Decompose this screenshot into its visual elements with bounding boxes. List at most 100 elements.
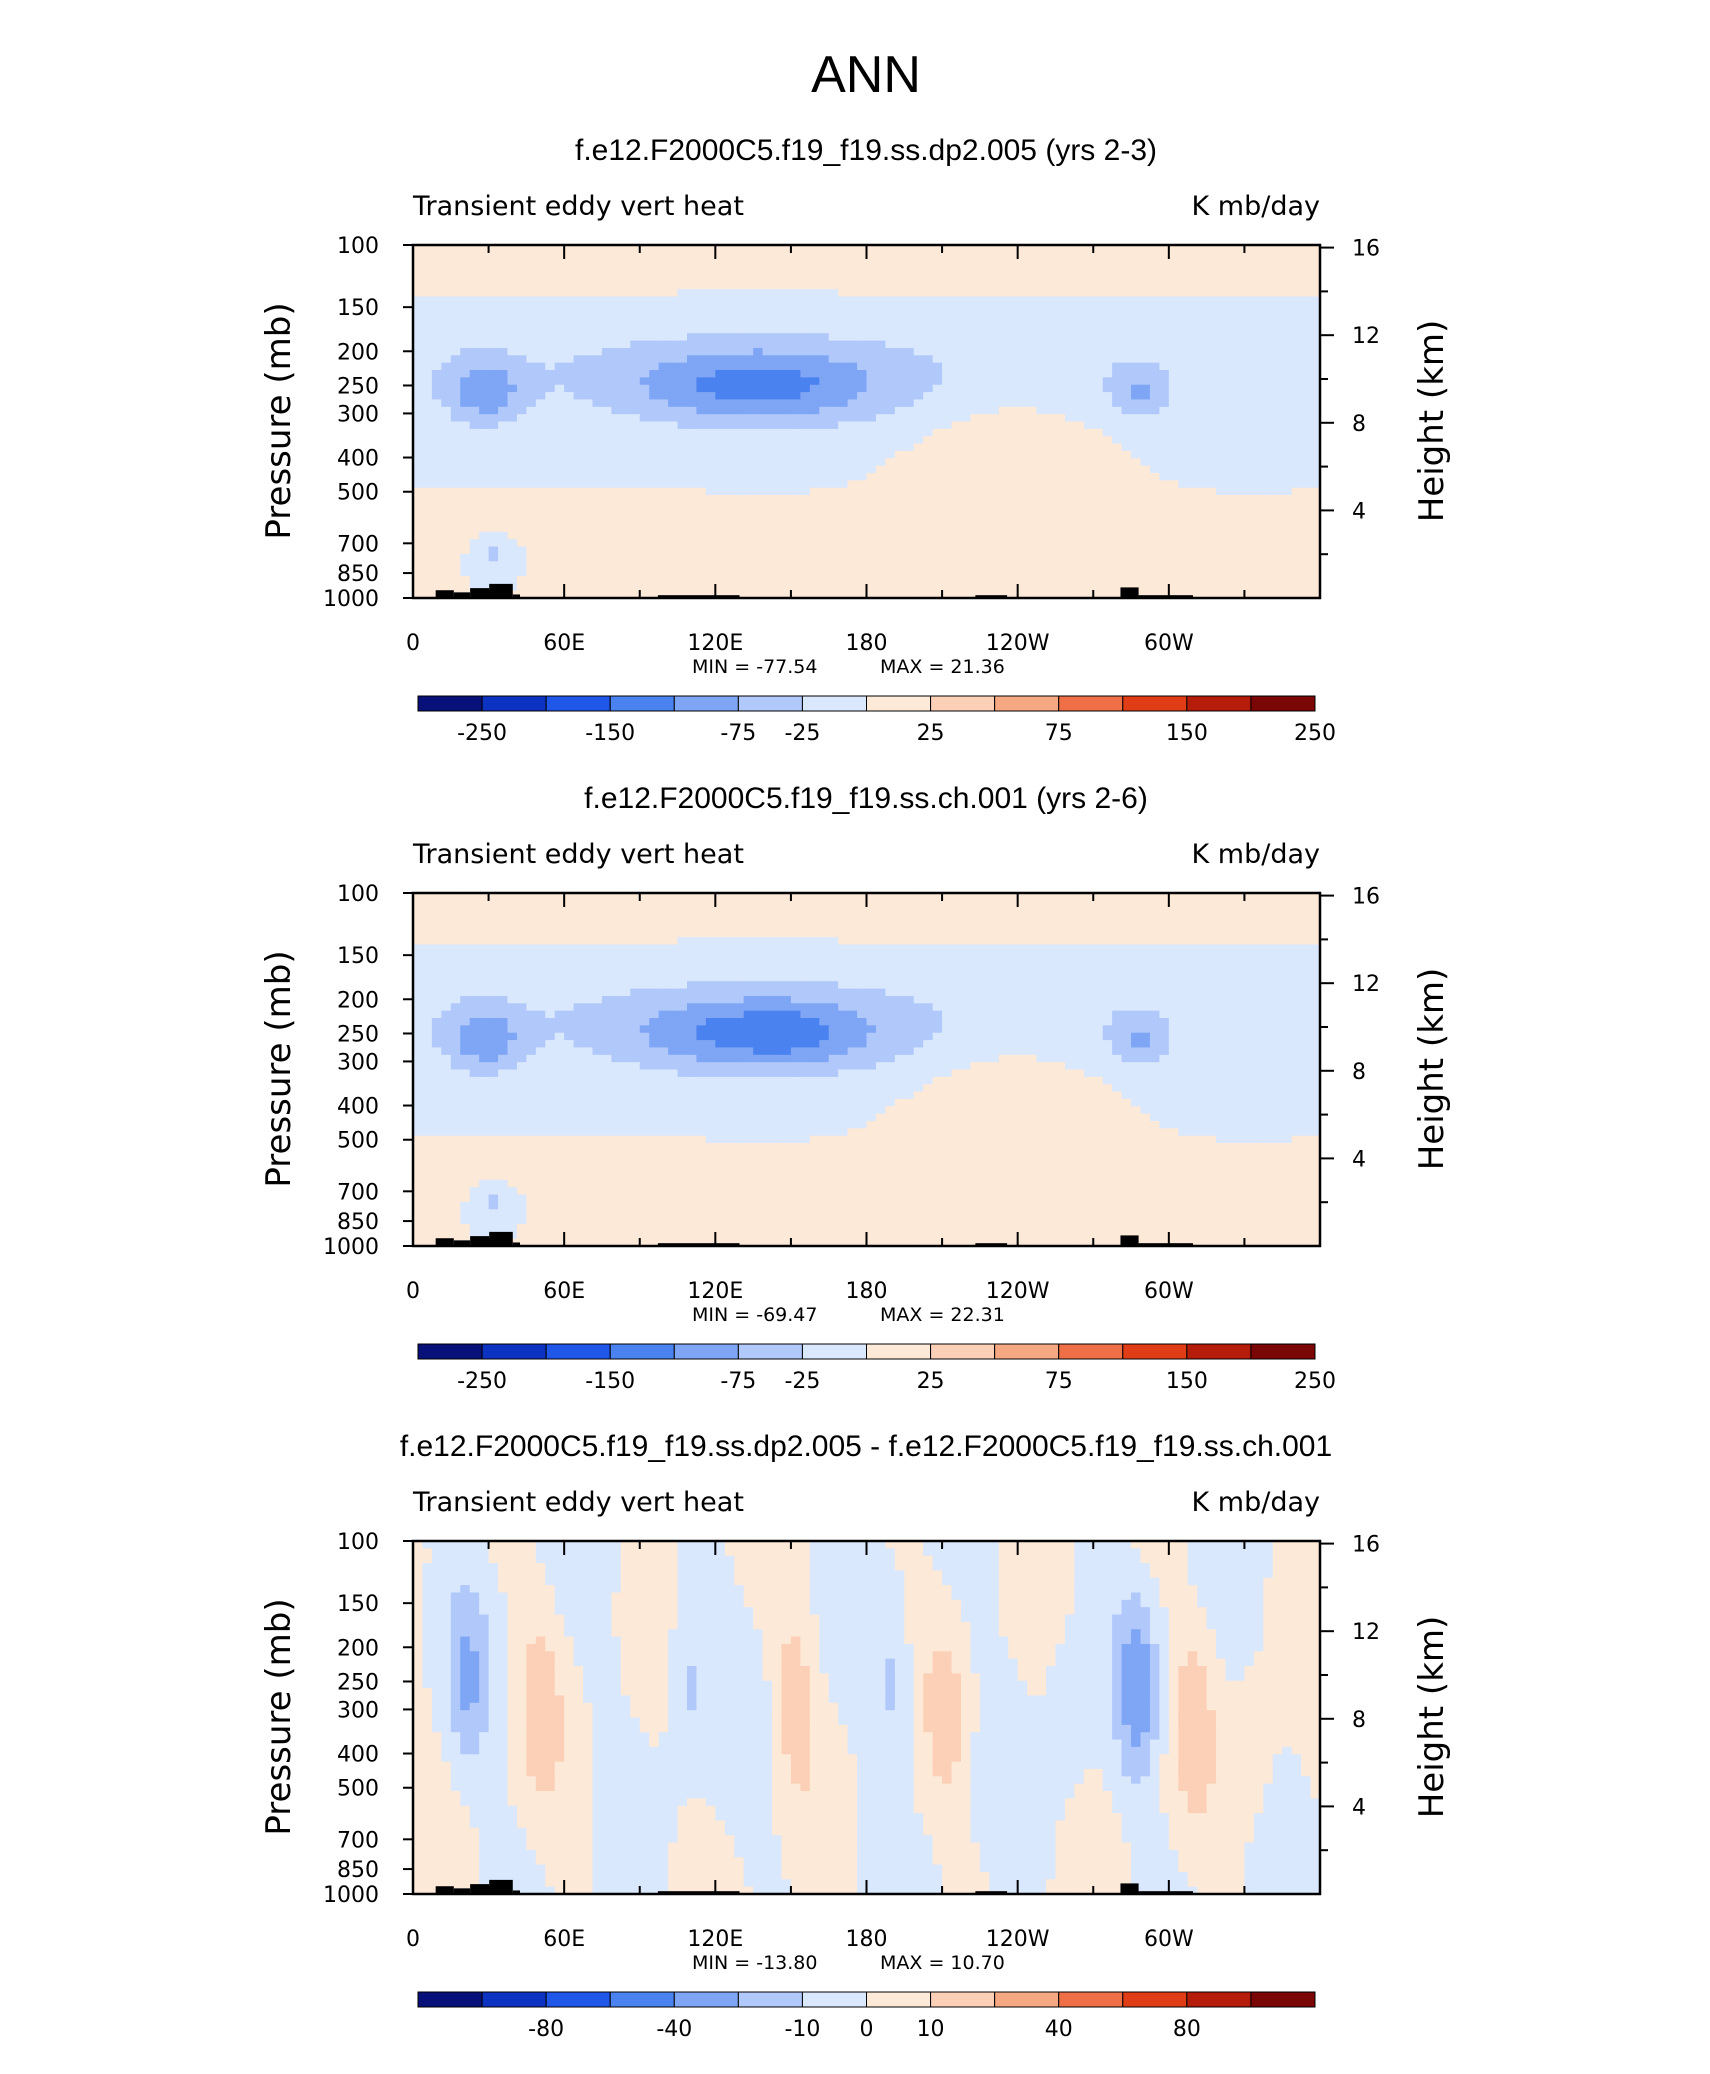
contour-cell <box>875 259 886 268</box>
contour-cell <box>1036 347 1047 356</box>
contour-cell <box>1036 399 1047 408</box>
contour-cell <box>1093 465 1104 474</box>
contour-cell <box>592 893 603 901</box>
contour-cell <box>762 303 773 312</box>
contour-cell <box>724 311 735 320</box>
contour-cell <box>894 561 905 570</box>
contour-cell <box>677 465 688 474</box>
contour-cell <box>1216 436 1227 445</box>
contour-cell <box>1131 480 1142 489</box>
contour-cell <box>431 311 442 320</box>
contour-cell <box>819 370 830 378</box>
contour-cell <box>1234 583 1246 592</box>
contour-cell <box>611 347 622 356</box>
contour-cell <box>1206 392 1217 401</box>
contour-cell <box>630 362 641 371</box>
contour-cell <box>658 384 669 393</box>
contour-cell <box>592 399 603 408</box>
contour-cell <box>1310 428 1321 437</box>
contour-cell <box>686 384 698 393</box>
contour-cell <box>809 399 820 408</box>
contour-cell <box>1225 487 1236 496</box>
contour-cell <box>951 458 962 467</box>
contour-cell <box>573 583 584 592</box>
contour-cell <box>1093 421 1104 430</box>
contour-cell <box>507 245 518 253</box>
contour-cell <box>819 281 830 290</box>
contour-cell <box>743 406 754 415</box>
contour-cell <box>800 414 811 423</box>
contour-cell <box>1149 450 1160 459</box>
contour-cell <box>1083 274 1094 283</box>
contour-cell <box>526 561 537 570</box>
contour-cell <box>847 406 858 415</box>
contour-cell <box>1206 296 1217 305</box>
contour-cell <box>545 450 556 459</box>
contour-cell <box>828 553 839 562</box>
contour-cell <box>639 421 650 430</box>
contour-cell <box>1310 531 1321 540</box>
contour-cell <box>649 296 660 305</box>
contour-cell <box>1074 274 1085 283</box>
contour-cell <box>677 502 688 511</box>
contour-cell <box>564 274 575 283</box>
x-tick-label: 0 <box>406 631 420 656</box>
contour-cell <box>1017 907 1028 916</box>
contour-cell <box>583 583 594 592</box>
contour-cell <box>431 267 442 276</box>
contour-cell <box>1216 392 1227 401</box>
contour-cell <box>526 333 537 342</box>
contour-cell <box>951 347 962 356</box>
contour-cell <box>989 347 1000 356</box>
contour-cell <box>1017 414 1028 423</box>
contour-cell <box>979 289 990 298</box>
contour-cell <box>677 531 688 540</box>
contour-cell <box>932 893 943 901</box>
contour-cell <box>573 421 584 430</box>
contour-cell <box>866 428 877 437</box>
contour-cell <box>894 274 905 283</box>
contour-cell <box>800 561 811 570</box>
contour-cell <box>951 553 962 562</box>
contour-cell <box>904 553 915 562</box>
contour-cell <box>1112 384 1123 393</box>
contour-cell <box>545 907 556 916</box>
contour-cell <box>1027 311 1038 320</box>
contour-cell <box>677 583 688 592</box>
contour-cell <box>1253 362 1264 371</box>
contour-cell <box>1149 583 1160 592</box>
contour-cell <box>1131 553 1142 562</box>
contour-cell <box>1131 377 1142 386</box>
contour-cell <box>554 318 565 327</box>
contour-cell <box>611 524 622 533</box>
contour-cell <box>724 893 735 901</box>
contour-cell <box>875 281 886 290</box>
contour-cell <box>1036 539 1047 548</box>
contour-cell <box>583 406 594 415</box>
contour-cell <box>923 907 934 916</box>
contour-cell <box>422 318 433 327</box>
contour-cell <box>611 436 622 445</box>
contour-cell <box>1291 252 1302 261</box>
contour-cell <box>479 333 490 342</box>
contour-cell <box>639 399 650 408</box>
contour-cell <box>1027 546 1038 555</box>
contour-cell <box>469 907 480 916</box>
contour-cell <box>1131 303 1142 312</box>
contour-cell <box>1055 303 1066 312</box>
contour-cell <box>1168 347 1179 356</box>
contour-cell <box>1310 893 1321 901</box>
contour-cell <box>989 450 1000 459</box>
contour-cell <box>450 406 461 415</box>
contour-cell <box>904 495 915 503</box>
contour-cell <box>441 900 452 909</box>
contour-cell <box>734 281 745 290</box>
contour-cell <box>781 893 792 901</box>
contour-cell <box>724 480 735 489</box>
contour-cell <box>441 465 452 474</box>
contour-cell <box>904 399 915 408</box>
contour-cell <box>828 399 839 408</box>
contour-cell <box>1008 443 1019 452</box>
contour-cell <box>422 325 433 334</box>
contour-cell <box>573 347 584 356</box>
